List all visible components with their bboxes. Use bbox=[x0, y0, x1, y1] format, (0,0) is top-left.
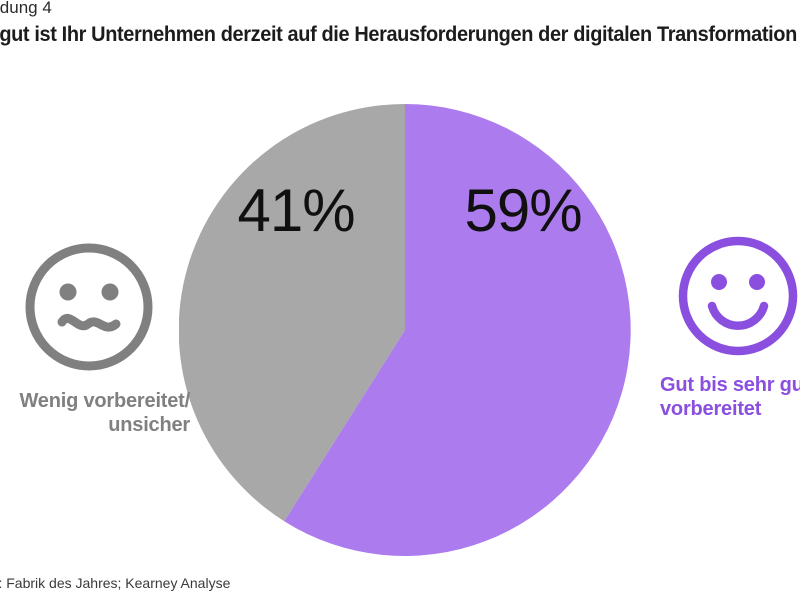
pie-label-59: 59% bbox=[464, 177, 581, 244]
legend-gut-vorbereitet: Gut bis sehr gut vorbereitet bbox=[660, 232, 800, 421]
chart-title: Wie gut ist Ihr Unternehmen derzeit auf … bbox=[0, 23, 800, 46]
pie-chart: 41% 59% bbox=[179, 104, 631, 556]
figure-number: Abbildung 4 bbox=[0, 0, 52, 17]
source-note: Quelle: Fabrik des Jahres; Kearney Analy… bbox=[0, 575, 231, 591]
legend-label-gut-vorbereitet: Gut bis sehr gut vorbereitet bbox=[660, 374, 800, 420]
pie-label-41: 41% bbox=[237, 177, 354, 244]
legend-wenig-vorbereitet: Wenig vorbereitet/ unsicher bbox=[0, 238, 190, 437]
legend-label-wenig-vorbereitet: Wenig vorbereitet/ unsicher bbox=[19, 390, 190, 436]
confused-face-icon bbox=[25, 243, 153, 371]
pie-slice-wenig-vorbereitet[interactable] bbox=[179, 104, 405, 522]
smiley-face-icon bbox=[678, 236, 798, 356]
pie-chart-svg: 41% 59% bbox=[179, 104, 631, 556]
pie-slice-gut-bis-sehr-gut[interactable] bbox=[284, 104, 631, 556]
